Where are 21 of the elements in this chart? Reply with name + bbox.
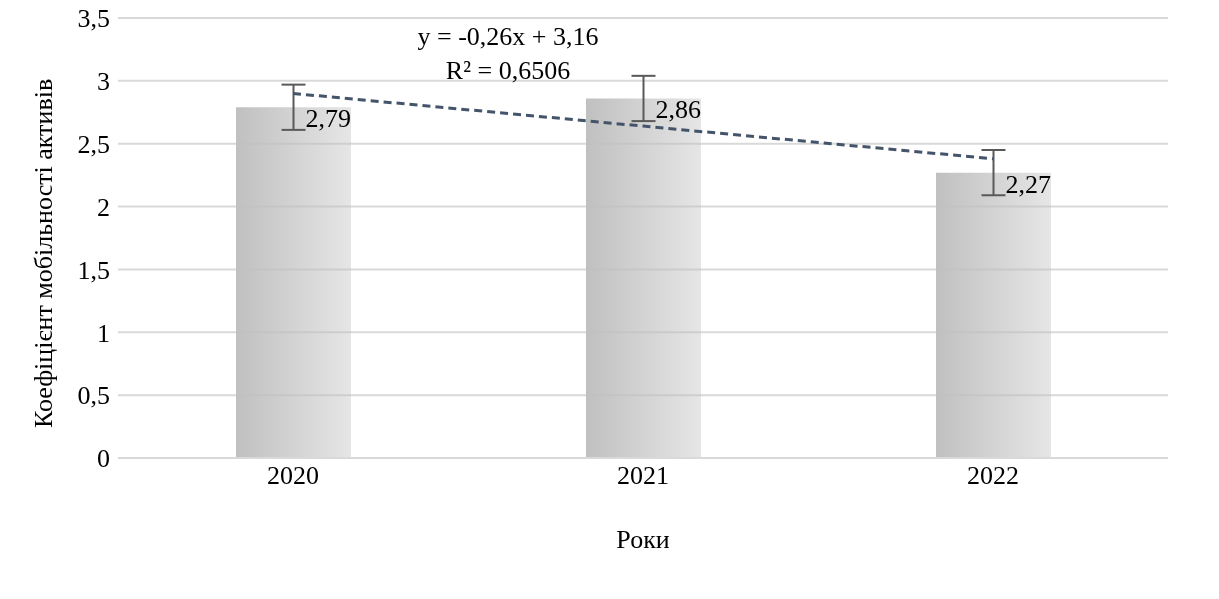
y-tick-label: 2,5 [77, 129, 110, 159]
bar [236, 107, 351, 458]
annotation: y = -0,26x + 3,16 [416, 21, 600, 53]
annotation: R² = 0,6506 [444, 55, 572, 87]
bar [586, 98, 701, 458]
data-label: 2,86 [655, 95, 701, 125]
y-axis-title: Коефіцієнт мобільності активів [29, 78, 59, 428]
y-tick-label: 1,5 [77, 255, 110, 285]
y-tick-label: 0,5 [77, 381, 110, 411]
y-tick-label: 0 [97, 444, 110, 474]
data-label: 2,79 [305, 104, 351, 134]
y-tick-label: 3,5 [77, 4, 110, 34]
x-tick-label: 2020 [267, 461, 319, 491]
bar [936, 172, 1051, 458]
y-tick-label: 3 [97, 67, 110, 97]
x-axis-title: Роки [616, 525, 670, 554]
y-tick-label: 2 [97, 192, 110, 222]
data-label: 2,27 [1005, 169, 1051, 199]
x-tick-label: 2021 [617, 461, 669, 491]
y-tick-label: 1 [97, 318, 110, 348]
x-tick-label: 2022 [967, 461, 1019, 491]
